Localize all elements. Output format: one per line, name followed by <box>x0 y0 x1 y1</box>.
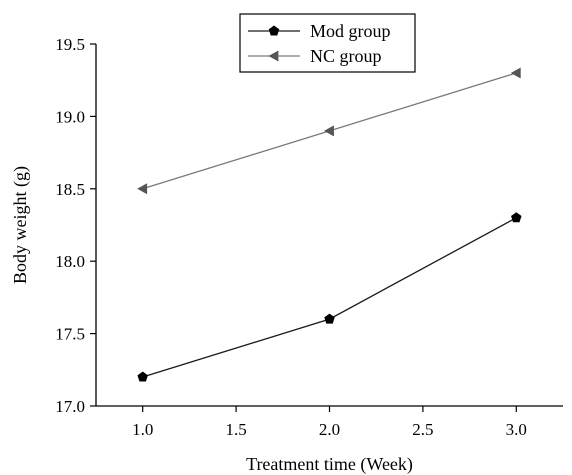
x-tick-label: 1.0 <box>132 420 153 439</box>
legend-marker <box>268 50 279 62</box>
x-tick-label: 3.0 <box>506 420 527 439</box>
legend-box <box>239 13 416 73</box>
axes: 1.0 1.5 2.0 2.5 3.0 17.0 17.5 18.0 18.5 19.0 19.5 <box>55 35 563 439</box>
x-axis-title: Treatment time (Week) <box>246 454 413 475</box>
data-point <box>511 212 522 223</box>
series-line <box>142 217 517 378</box>
y-tick-label: 19.0 <box>55 107 85 126</box>
y-tick-label: 17.5 <box>55 325 85 344</box>
data-point <box>137 371 148 382</box>
series-1 <box>137 67 521 195</box>
y-tick-label: 19.5 <box>55 35 85 54</box>
y-tick-label: 18.0 <box>55 252 85 271</box>
legend: Mod group NC group <box>239 13 416 73</box>
x-tick-label: 2.0 <box>319 420 340 439</box>
y-axis-title: Body weight (g) <box>10 166 31 284</box>
series-0 <box>137 212 522 382</box>
y-tick-label: 17.0 <box>55 397 85 416</box>
legend-label: Mod group <box>310 21 391 41</box>
legend-marker <box>268 25 280 36</box>
x-tick-label: 1.5 <box>225 420 246 439</box>
data-point <box>324 125 334 137</box>
data-point <box>137 183 148 195</box>
legend-label: NC group <box>310 46 382 66</box>
y-tick-label: 18.5 <box>55 180 85 199</box>
data-point <box>510 67 521 79</box>
series-layer <box>137 67 522 382</box>
x-tick-label: 2.5 <box>412 420 433 439</box>
data-point <box>324 313 335 324</box>
